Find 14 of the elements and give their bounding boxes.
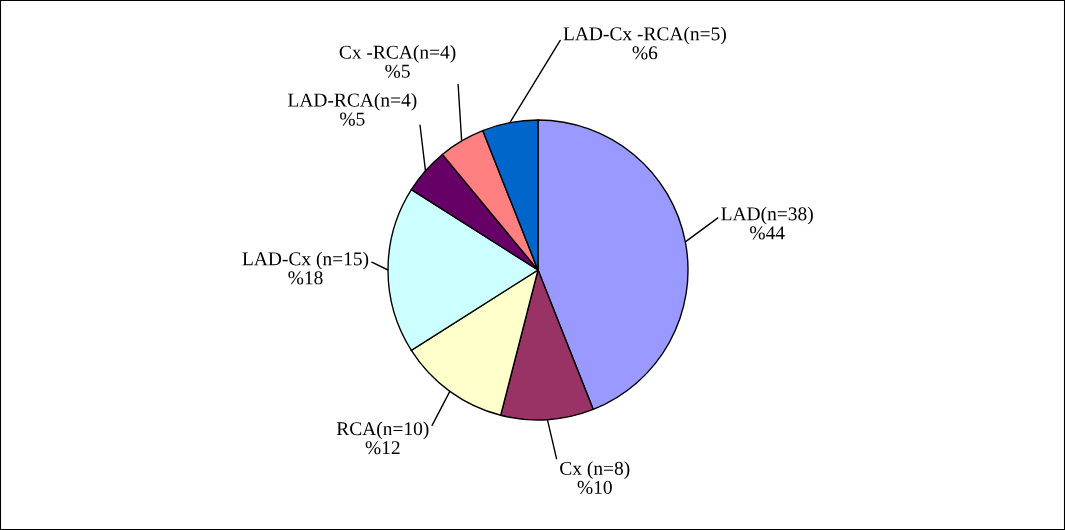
- data-label: %12: [365, 441, 400, 455]
- slice-label: RCA(n=10): [336, 421, 429, 440]
- slice-label: Cx -RCA(n=4): [339, 45, 456, 63]
- slice-label: LAD-Cx -RCA(n=5): [563, 26, 726, 45]
- data-label: %5: [385, 64, 410, 78]
- slice-label: LAD-RCA(n=4): [288, 92, 417, 111]
- slice-label: LAD(n=38): [721, 206, 813, 225]
- data-label: %44: [750, 226, 785, 240]
- data-label: %6: [632, 46, 658, 60]
- data-label: %10: [577, 480, 612, 495]
- data-label: %5: [340, 112, 365, 126]
- slice-label: Cx (n=8): [560, 461, 630, 479]
- slice-label: LAD-Cx (n=15): [242, 251, 369, 270]
- data-label: %18: [288, 271, 323, 285]
